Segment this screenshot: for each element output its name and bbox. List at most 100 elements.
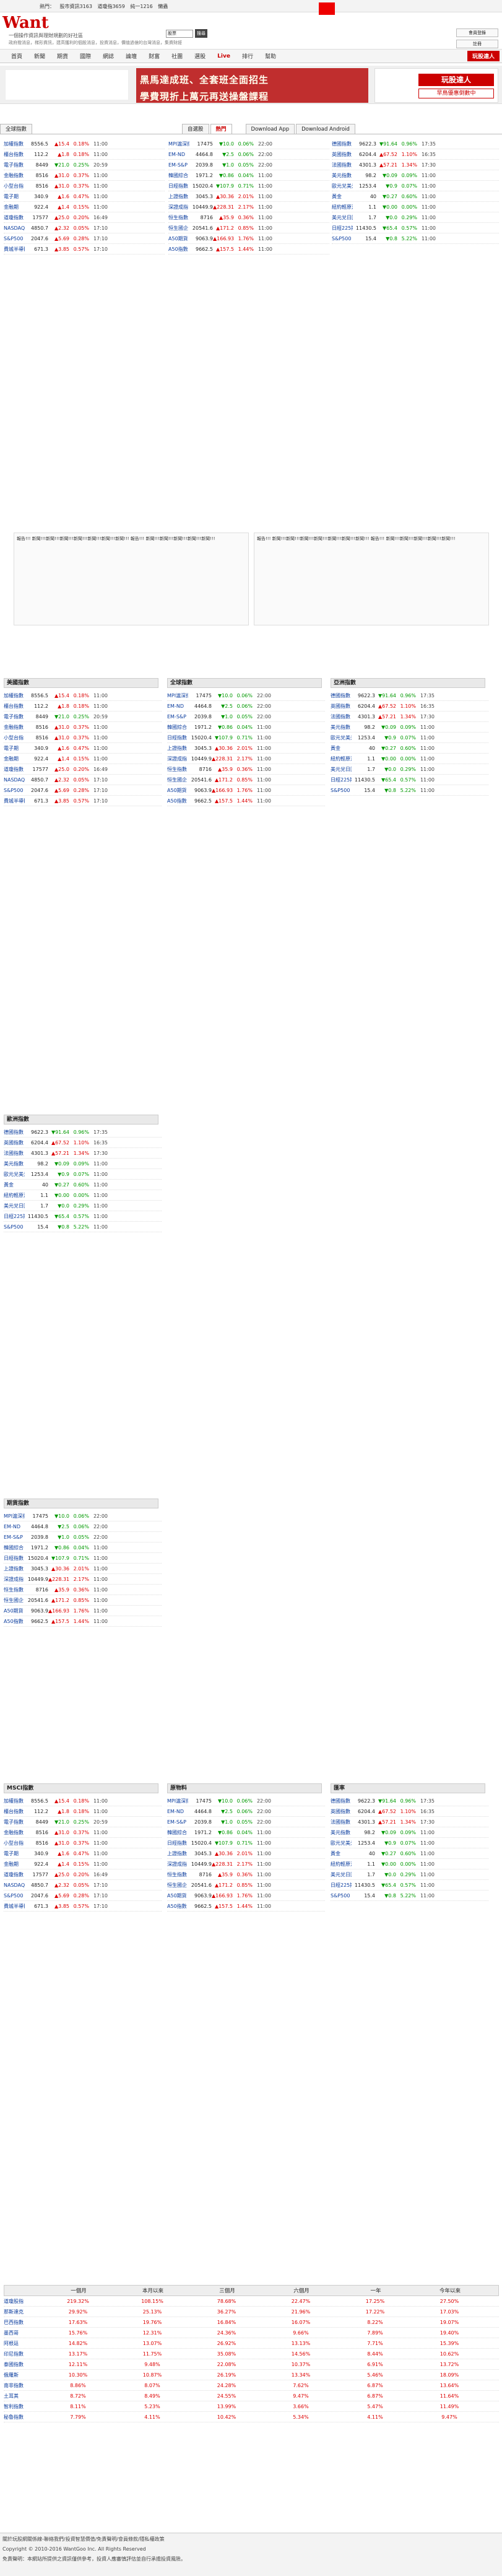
quote-row[interactable]: 英國指數 6204.4 ▲67.52 1.10% 16:35 — [331, 1806, 488, 1817]
quote-row[interactable]: 韓國綜合 1971.2 ▼0.86 0.04% 11:00 — [167, 1827, 325, 1838]
quote-row[interactable]: 德國指數 9622.3 ▼91.64 0.96% 17:35 — [331, 690, 488, 701]
nav-help[interactable]: 幫助 — [264, 54, 276, 60]
quote-row[interactable]: 小型台指 8516 ▲31.0 0.37% 11:00 — [4, 181, 165, 191]
quote-row[interactable]: 美元指數 98.2 ▼0.09 0.09% 11:00 — [4, 1159, 162, 1169]
quote-row[interactable]: 歐元兌美元 1253.4 ▼0.9 0.07% 11:00 — [331, 733, 488, 743]
quote-row[interactable]: 歐元兌美元 1253.4 ▼0.9 0.07% 11:00 — [331, 1838, 488, 1848]
quote-row[interactable]: 費城半導體 671.3 ▲3.85 0.57% 17:10 — [4, 1901, 162, 1912]
tab-global-index[interactable]: 全球指數 — [0, 124, 33, 134]
quote-row[interactable]: 黃金 40 ▼0.27 0.60% 11:00 — [331, 743, 488, 754]
quote-row[interactable]: 恒生指數 8716 ▲35.9 0.36% 11:00 — [4, 1585, 162, 1595]
nav-forum[interactable]: 論壇 — [126, 54, 137, 60]
quote-row[interactable]: 紐約輕原油 1.1 ▼0.00 0.00% 11:00 — [332, 202, 499, 212]
performance-row[interactable]: 那斯達克 29.92% 25.13% 36.27% 21.96% 17.22% 17.03% — [4, 2307, 499, 2317]
quote-row[interactable]: 費城半導體 671.3 ▲3.85 0.57% 17:10 — [4, 244, 165, 255]
quote-row[interactable]: A50期貨 9063.9 ▲166.93 1.76% 11:00 — [168, 233, 329, 244]
news-block-1[interactable]: 報告!!! 新聞!!!新聞!!!新聞!!!新聞!!!新聞!!!新聞!!!新聞!!… — [14, 533, 249, 625]
nav-futures[interactable]: 期貨 — [57, 54, 69, 60]
quote-row[interactable]: 歐元兌美元 1253.4 ▼0.9 0.07% 11:00 — [4, 1169, 162, 1180]
quote-row[interactable]: 費城半導體 671.3 ▲3.85 0.57% 17:10 — [4, 796, 162, 806]
quote-row[interactable]: 道瓊指數 17577 ▲25.0 0.20% 16:49 — [4, 1869, 162, 1880]
quote-row[interactable]: 金融期 922.4 ▲1.4 0.15% 11:00 — [4, 754, 162, 764]
quote-row[interactable]: 德國指數 9622.3 ▼91.64 0.96% 17:35 — [331, 1796, 488, 1806]
quote-row[interactable]: 德國指數 9622.3 ▼91.64 0.96% 17:35 — [332, 139, 499, 149]
quote-row[interactable]: 日經指數 15020.4 ▼107.9 0.71% 11:00 — [4, 1553, 162, 1564]
quote-row[interactable]: 法國指數 4301.3 ▲57.21 1.34% 17:30 — [331, 1817, 488, 1827]
register-button[interactable]: 註冊 — [456, 40, 498, 48]
quote-row[interactable]: 上證指數 3045.3 ▲30.36 2.01% 11:00 — [4, 1564, 162, 1574]
quote-row[interactable]: 電子指數 8449 ▼21.0 0.25% 20:59 — [4, 711, 162, 722]
quote-row[interactable]: A50指數 9662.5 ▲157.5 1.44% 11:00 — [168, 244, 329, 255]
quote-row[interactable]: S&P500 VIX 15.4 ▼0.8 5.22% 11:00 — [331, 1891, 488, 1901]
banner-side-button-1[interactable]: 玩股達人 — [418, 74, 494, 86]
quote-row[interactable]: 金融指數 8516 ▲31.0 0.37% 11:00 — [4, 722, 162, 733]
quote-row[interactable]: 恒生國企 20541.6 ▲171.2 0.85% 11:00 — [167, 1880, 325, 1891]
quote-row[interactable]: 恒生國企 20541.6 ▲171.2 0.85% 11:00 — [167, 775, 325, 785]
quote-row[interactable]: NASDAQ 4850.7 ▲2.32 0.05% 17:10 — [4, 223, 165, 233]
login-button[interactable]: 會員登錄 — [456, 28, 498, 37]
quote-row[interactable]: NASDAQ 4850.7 ▲2.32 0.05% 17:10 — [4, 775, 162, 785]
nav-blog[interactable]: 網誌 — [103, 54, 115, 60]
performance-row[interactable]: 秘魯指數 7.79% 4.11% 10.42% 5.34% 4.11% 9.47% — [4, 2412, 499, 2422]
quote-row[interactable]: 金融指數 8516 ▲31.0 0.37% 11:00 — [4, 1827, 162, 1838]
quote-row[interactable]: 日經225期11430.5 ▼65.4 0.57% 11:00 — [4, 1211, 162, 1222]
nav-picker[interactable]: 選股 — [194, 54, 206, 60]
performance-row[interactable]: 智利指數 8.11% 5.23% 13.99% 3.66% 5.47% 11.49% — [4, 2401, 499, 2412]
quote-row[interactable]: 櫃台指數 112.2 ▲1.8 0.18% 11:00 — [4, 701, 162, 711]
quote-row[interactable]: 韓國綜合 1971.2 ▼0.86 0.04% 11:00 — [167, 722, 325, 733]
quote-row[interactable]: EM-S&P 2039.8 ▼1.0 0.05% 22:00 — [4, 1532, 162, 1543]
quote-row[interactable]: 恒生指數 8716 ▲35.9 0.36% 11:00 — [167, 1869, 325, 1880]
news-block-2[interactable]: 報告!!! 新聞!!!新聞!!!新聞!!!新聞!!!新聞!!!新聞!!!新聞!!… — [254, 533, 489, 625]
quote-row[interactable]: A50期貨 9063.9 ▲166.93 1.76% 11:00 — [167, 785, 325, 796]
quote-row[interactable]: EM-ND 4464.8 ▼2.5 0.06% 22:00 — [168, 149, 329, 160]
quote-row[interactable]: EM-ND 4464.8 ▼2.5 0.06% 22:00 — [167, 1806, 325, 1817]
hot-link[interactable]: 純一1216 — [130, 4, 153, 9]
quote-row[interactable]: 恒生國企 20541.6 ▲171.2 0.85% 11:00 — [4, 1595, 162, 1606]
quote-row[interactable]: MPI滬深指數17475▼10.00.06%22:00 — [168, 139, 329, 149]
quote-row[interactable]: 恒生指數 8716 ▲35.9 0.36% 11:00 — [167, 764, 325, 775]
nav-live[interactable]: Live — [217, 53, 230, 59]
banner-ad[interactable]: 黑馬達成班、全套班全面招生 學費現折上萬元再送操盤課程 — [136, 68, 368, 103]
quote-row[interactable]: MPI滬深指數17475▼10.00.06%22:00 — [167, 1796, 325, 1806]
nav-news[interactable]: 新聞 — [34, 54, 46, 60]
promo-button[interactable]: 玩股達人 — [467, 51, 500, 61]
performance-row[interactable]: 南非指數 8.86% 8.07% 24.28% 7.62% 6.87% 13.64% — [4, 2380, 499, 2391]
footer-links[interactable]: 關於玩股網關係線-聯絡我們/投資智慧價值/免責聲明/會員條款/隱私權政策 — [2, 2536, 165, 2542]
quote-row[interactable]: 英國指數 6204.4 ▲67.52 1.10% 16:35 — [331, 701, 488, 711]
quote-row[interactable]: 美元兌日圓 1.7 ▼0.0 0.29% 11:00 — [4, 1201, 162, 1211]
quote-row[interactable]: 黃金 40 ▼0.27 0.60% 11:00 — [332, 191, 499, 202]
quote-row[interactable]: A50指數 9662.5 ▲157.5 1.44% 11:00 — [4, 1616, 162, 1627]
search-button[interactable]: 搜尋 — [195, 29, 207, 38]
quote-row[interactable]: 日經225期11430.5 ▼65.4 0.57% 11:00 — [332, 223, 499, 233]
quote-row[interactable]: 電子期 340.9 ▲1.6 0.47% 11:00 — [4, 743, 162, 754]
quote-row[interactable]: 日經指數 15020.4 ▼107.9 0.71% 11:00 — [167, 1838, 325, 1848]
quote-row[interactable]: 日經指數 15020.4 ▼107.9 0.71% 11:00 — [168, 181, 329, 191]
quote-row[interactable]: 紐約輕原油 1.1 ▼0.00 0.00% 11:00 — [331, 754, 488, 764]
quote-row[interactable]: A50指數 9662.5 ▲157.5 1.44% 11:00 — [167, 796, 325, 806]
download-android-button[interactable]: Download Android — [296, 124, 355, 134]
quote-row[interactable]: 深證成指 10449.9 ▲228.31 2.17% 11:00 — [4, 1574, 162, 1585]
quote-row[interactable]: 金融指數 8516 ▲31.0 0.37% 11:00 — [4, 170, 165, 181]
quote-row[interactable]: 金融期 922.4 ▲1.4 0.15% 11:00 — [4, 1859, 162, 1869]
quote-row[interactable]: 法國指數 4301.3 ▲57.21 1.34% 17:30 — [331, 711, 488, 722]
quote-row[interactable]: 電子期 340.9 ▲1.6 0.47% 11:00 — [4, 191, 165, 202]
quote-row[interactable]: S&P500 VIX 15.4 ▼0.8 5.22% 11:00 — [4, 1222, 162, 1232]
quote-row[interactable]: 電子指數 8449 ▼21.0 0.25% 20:59 — [4, 160, 165, 170]
performance-row[interactable]: 道瓊股指 219.32% 108.15% 78.68% 22.47% 17.25% 27.5… — [4, 2296, 499, 2307]
quote-row[interactable]: 紐約輕原油 1.1 ▼0.00 0.00% 11:00 — [331, 1859, 488, 1869]
quote-row[interactable]: 英國指數 6204.4 ▲67.52 1.10% 16:35 — [4, 1138, 162, 1148]
quote-row[interactable]: EM-S&P 2039.8 ▼1.0 0.05% 22:00 — [167, 711, 325, 722]
quote-row[interactable]: 上證指數 3045.3 ▲30.36 2.01% 11:00 — [168, 191, 329, 202]
quote-row[interactable]: 恒生指數 8716 ▲35.9 0.36% 11:00 — [168, 212, 329, 223]
site-logo[interactable]: Want — [2, 14, 49, 42]
nav-home[interactable]: 首頁 — [11, 54, 23, 60]
quote-row[interactable]: MPI滬深指數17475▼10.00.06%22:00 — [4, 1511, 162, 1521]
quote-row[interactable]: 美元兌日圓 1.7 ▼0.0 0.29% 11:00 — [332, 212, 499, 223]
quote-row[interactable]: 電子指數 8449 ▼21.0 0.25% 20:59 — [4, 1817, 162, 1827]
quote-row[interactable]: 加權指數 8556.5 ▲15.4 0.18% 11:00 — [4, 1796, 162, 1806]
quote-row[interactable]: S&P500 VIX 15.4 ▼0.8 5.22% 11:00 — [331, 785, 488, 796]
quote-row[interactable]: 金融期 922.4 ▲1.4 0.15% 11:00 — [4, 202, 165, 212]
quote-row[interactable]: 德國指數 9622.3 ▼91.64 0.96% 17:35 — [4, 1127, 162, 1138]
quote-row[interactable]: 法國指數 4301.3 ▲57.21 1.34% 17:30 — [332, 160, 499, 170]
quote-row[interactable]: 英國指數 6204.4 ▲67.52 1.10% 16:35 — [332, 149, 499, 160]
